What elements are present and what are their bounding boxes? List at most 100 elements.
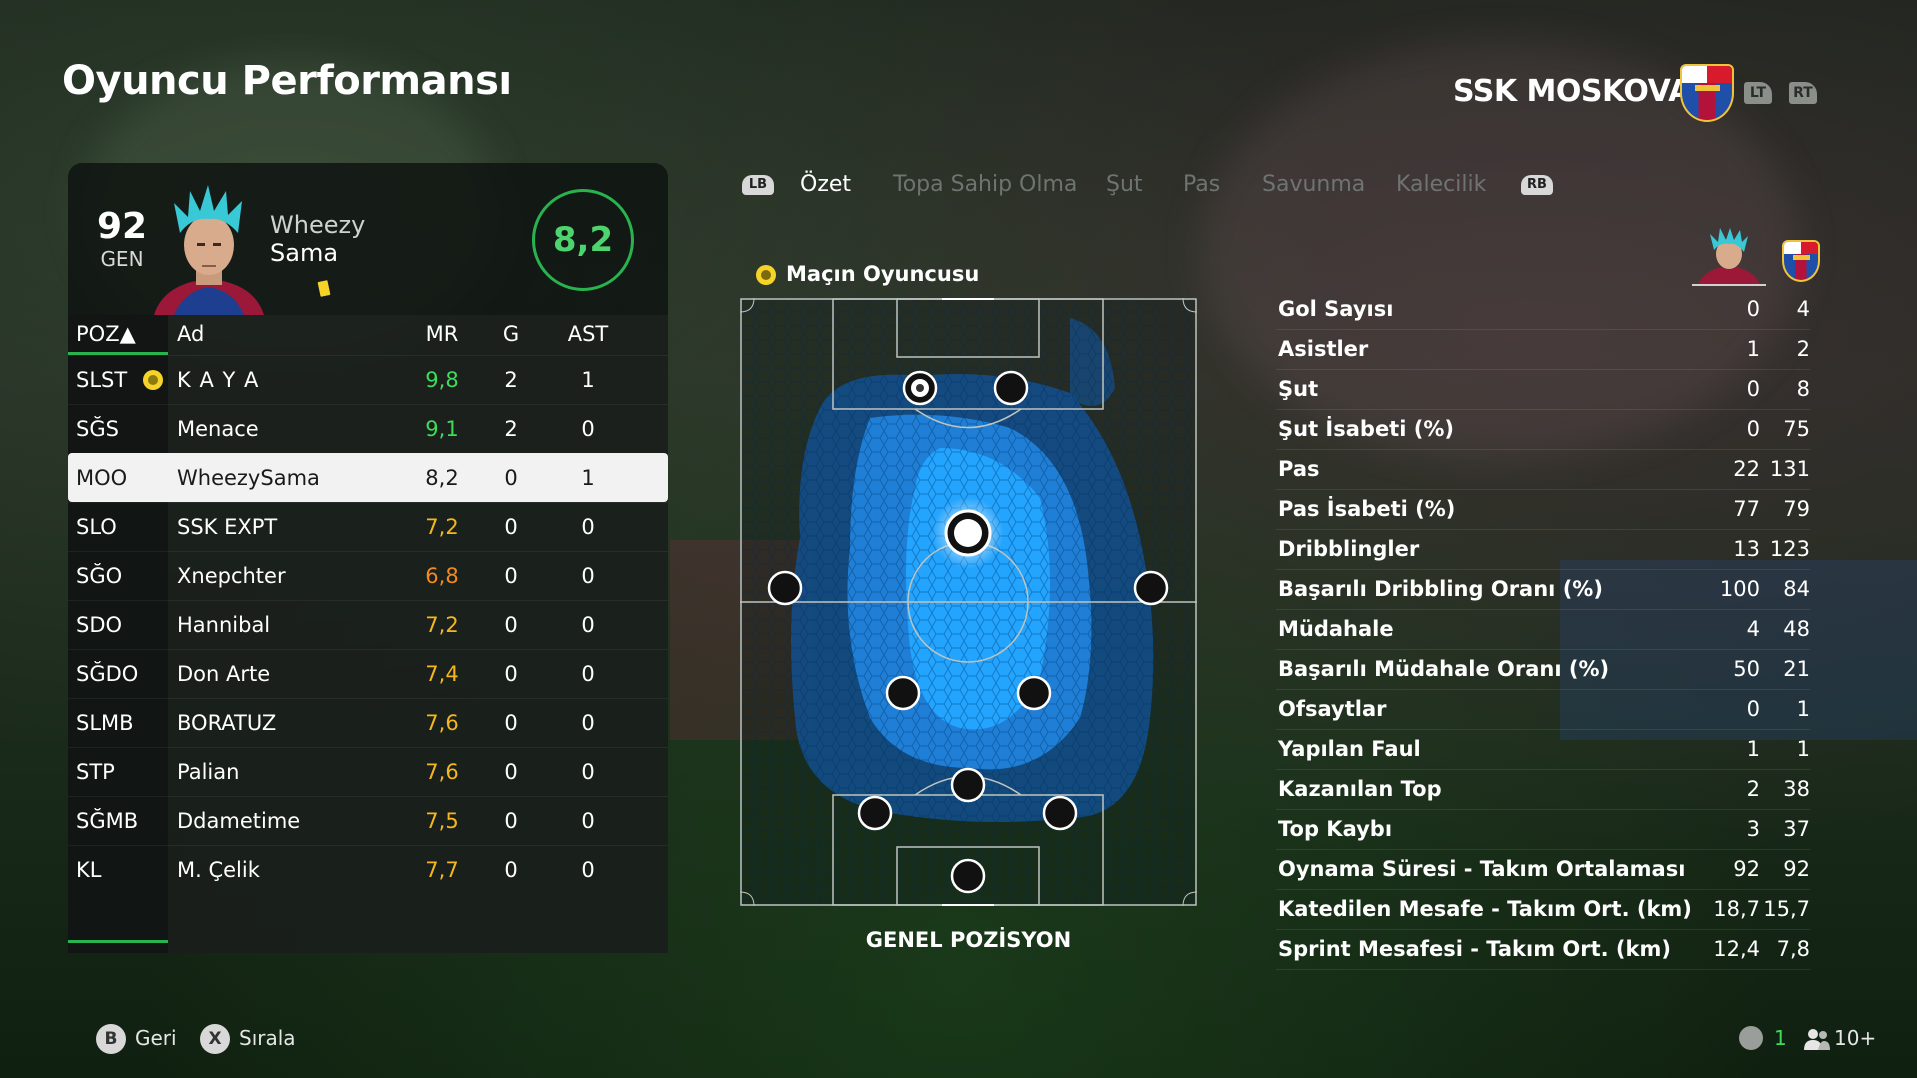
table-row[interactable]: SLST K A Y A 9,8 2 1 [68,355,668,404]
tab-savunma[interactable]: Savunma [1262,172,1366,197]
x-button-icon[interactable]: X [200,1024,230,1054]
table-row[interactable]: KL M. Çelik 7,7 0 0 [68,845,668,894]
stat-label: Şut [1278,377,1319,401]
row-position: SĞMB [76,809,139,833]
stat-row: Oynama Süresi - Takım Ortalaması 92 92 [1276,850,1810,890]
player-of-match-icon [756,265,776,285]
match-rating: 8,2 [532,189,634,291]
stat-label: Pas [1278,457,1320,481]
stat-player-value: 77 [1733,497,1760,521]
stat-player-value: 0 [1746,697,1760,721]
row-name: Palian [177,760,240,784]
team-name: SSK MOSKOVA [1453,74,1692,109]
row-goals: 0 [504,711,518,735]
row-match-rating: 8,2 [425,466,459,490]
stat-team-value: 7,8 [1776,937,1810,961]
stat-player-value: 12,4 [1713,937,1760,961]
row-position: SĞO [76,564,123,588]
player-table: POZ▲ Ad MR G AST SLST K A Y A 9,8 2 1 SĞS Mena… [68,315,668,953]
stat-row: Sprint Mesafesi - Takım Ort. (km) 12,4 7,8 [1276,930,1810,970]
position-column-underline [68,940,168,943]
party-count: 10+ [1834,1026,1877,1050]
player-first-name: Wheezy [270,211,366,239]
lt-trigger-icon[interactable]: LT [1744,82,1772,104]
table-row[interactable]: SLMB BORATUZ 7,6 0 0 [68,698,668,747]
stat-row: Katedilen Mesafe - Takım Ort. (km) 18,7 15… [1276,890,1810,930]
stat-label: Gol Sayısı [1278,297,1394,321]
stat-team-value: 38 [1783,777,1810,801]
stat-team-value: 79 [1783,497,1810,521]
header-assists[interactable]: AST [567,322,609,346]
row-name: M. Çelik [177,858,260,882]
row-goals: 0 [504,858,518,882]
table-row[interactable]: SĞS Menace 9,1 2 0 [68,404,668,453]
stat-label: Top Kaybı [1278,817,1393,841]
tab-topa-sahip-olma[interactable]: Topa Sahip Olma [893,172,1078,197]
page-title: Oyuncu Performansı [62,58,512,104]
row-name: K A Y A [177,368,260,392]
rt-trigger-icon[interactable]: RT [1789,82,1817,104]
row-goals: 2 [504,368,518,392]
header-name[interactable]: Ad [177,322,205,346]
row-assists: 1 [581,368,595,392]
row-name: Ddametime [177,809,301,833]
row-position: SLST [76,368,128,392]
table-row[interactable]: SĞMB Ddametime 7,5 0 0 [68,796,668,845]
b-button-icon[interactable]: B [96,1024,126,1054]
table-row[interactable]: SĞO Xnepchter 6,8 0 0 [68,551,668,600]
stat-player-value: 22 [1733,457,1760,481]
lb-bumper-icon[interactable]: LB [742,175,774,195]
row-goals: 0 [504,809,518,833]
sort-indicator [68,352,168,355]
stat-row: Şut 0 8 [1276,370,1810,410]
row-match-rating: 7,4 [425,662,459,686]
table-row[interactable]: SDO Hannibal 7,2 0 0 [68,600,668,649]
sort-label[interactable]: Sırala [239,1026,296,1050]
row-assists: 0 [581,613,595,637]
tab-ozet[interactable]: Özet [800,172,852,197]
team-crest [1680,64,1734,122]
player-avatar [144,183,274,315]
stat-player-value: 4 [1746,617,1760,641]
row-goals: 0 [504,564,518,588]
stat-row: Başarılı Dribbling Oranı (%) 100 84 [1276,570,1810,610]
row-goals: 2 [504,417,518,441]
stat-player-value: 100 [1719,577,1760,601]
stat-team-value: 15,7 [1763,897,1810,921]
row-goals: 0 [504,613,518,637]
stat-label: Müdahale [1278,617,1394,641]
stat-row: Pas 22 131 [1276,450,1810,490]
stat-team-value: 1 [1796,697,1810,721]
stat-team-value: 21 [1783,657,1810,681]
stat-row: Dribblingler 13 123 [1276,530,1810,570]
stat-label: Ofsaytlar [1278,697,1387,721]
pitch-label: GENEL POZİSYON [865,928,1072,952]
rb-bumper-icon[interactable]: RB [1521,175,1553,195]
row-match-rating: 7,6 [425,711,459,735]
row-name: Don Arte [177,662,271,686]
back-label[interactable]: Geri [135,1026,177,1050]
tab-pas[interactable]: Pas [1183,172,1221,197]
stat-player-value: 92 [1733,857,1760,881]
header-position[interactable]: POZ▲ [76,322,136,346]
row-position: MOO [76,466,128,490]
table-row[interactable]: STP Palian 7,6 0 0 [68,747,668,796]
stat-team-value: 1 [1796,737,1810,761]
table-row[interactable]: SLO SSK EXPT 7,2 0 0 [68,502,668,551]
tab-sut[interactable]: Şut [1106,172,1143,197]
table-row[interactable]: MOO WheezySama 8,2 0 1 [68,453,668,502]
tab-kalecilik[interactable]: Kalecilik [1396,172,1487,197]
header-goals[interactable]: G [502,322,520,346]
voice-count: 1 [1774,1026,1787,1050]
header-match-rating[interactable]: MR [425,322,459,346]
row-position: KL [76,858,102,882]
row-assists: 0 [581,858,595,882]
row-name: WheezySama [177,466,320,490]
stat-label: Şut İsabeti (%) [1278,417,1454,441]
stat-player-value: 50 [1733,657,1760,681]
row-goals: 0 [504,760,518,784]
stat-row: Gol Sayısı 0 4 [1276,290,1810,330]
player-last-name: Sama [270,239,339,267]
table-row[interactable]: SĞDO Don Arte 7,4 0 0 [68,649,668,698]
stat-player-value: 0 [1746,297,1760,321]
